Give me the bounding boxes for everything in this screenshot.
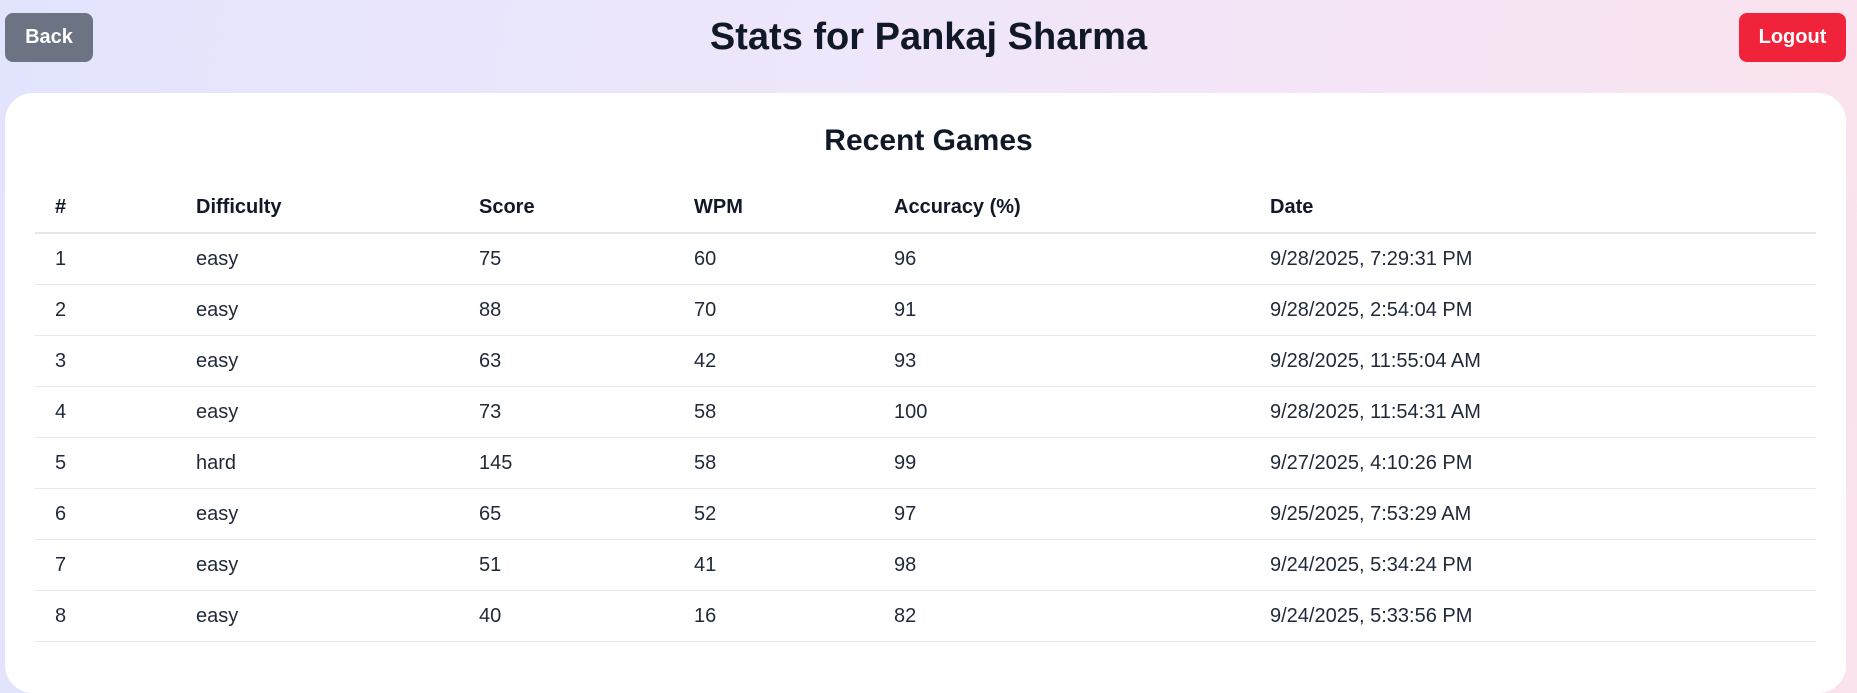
- table-row: 8 easy 40 16 82 9/24/2025, 5:33:56 PM: [35, 590, 1816, 642]
- cell-number: 4: [35, 386, 176, 438]
- cell-accuracy: 93: [874, 335, 1250, 387]
- back-button[interactable]: Back: [5, 13, 93, 62]
- cell-wpm: 60: [674, 233, 874, 285]
- table-row: 4 easy 73 58 100 9/28/2025, 11:54:31 AM: [35, 386, 1816, 438]
- cell-accuracy: 97: [874, 488, 1250, 540]
- table-row: 1 easy 75 60 96 9/28/2025, 7:29:31 PM: [35, 233, 1816, 285]
- column-header-number: #: [35, 182, 176, 234]
- cell-accuracy: 91: [874, 284, 1250, 336]
- cell-wpm: 70: [674, 284, 874, 336]
- table-header-row: # Difficulty Score WPM Accuracy (%) Date: [35, 182, 1816, 234]
- cell-number: 7: [35, 539, 176, 591]
- cell-wpm: 58: [674, 437, 874, 489]
- column-header-accuracy: Accuracy (%): [874, 182, 1250, 234]
- cell-wpm: 16: [674, 590, 874, 642]
- table-row: 5 hard 145 58 99 9/27/2025, 4:10:26 PM: [35, 437, 1816, 489]
- cell-date: 9/25/2025, 7:53:29 AM: [1250, 488, 1816, 540]
- cell-number: 3: [35, 335, 176, 387]
- cell-number: 6: [35, 488, 176, 540]
- cell-score: 73: [459, 386, 674, 438]
- page-title: Stats for Pankaj Sharma: [709, 16, 1148, 58]
- cell-date: 9/28/2025, 11:54:31 AM: [1250, 386, 1816, 438]
- cell-accuracy: 98: [874, 539, 1250, 591]
- cell-date: 9/28/2025, 11:55:04 AM: [1250, 335, 1816, 387]
- cell-accuracy: 82: [874, 590, 1250, 642]
- table-row: 2 easy 88 70 91 9/28/2025, 2:54:04 PM: [35, 284, 1816, 336]
- cell-wpm: 42: [674, 335, 874, 387]
- recent-games-table: # Difficulty Score WPM Accuracy (%) Date…: [35, 182, 1816, 642]
- cell-difficulty: hard: [176, 437, 459, 489]
- cell-number: 2: [35, 284, 176, 336]
- cell-date: 9/24/2025, 5:33:56 PM: [1250, 590, 1816, 642]
- cell-accuracy: 99: [874, 437, 1250, 489]
- cell-difficulty: easy: [176, 488, 459, 540]
- cell-score: 63: [459, 335, 674, 387]
- column-header-score: Score: [459, 182, 674, 234]
- cell-number: 1: [35, 233, 176, 285]
- cell-difficulty: easy: [176, 539, 459, 591]
- cell-difficulty: easy: [176, 233, 459, 285]
- cell-difficulty: easy: [176, 335, 459, 387]
- cell-date: 9/28/2025, 7:29:31 PM: [1250, 233, 1816, 285]
- cell-difficulty: easy: [176, 386, 459, 438]
- cell-wpm: 52: [674, 488, 874, 540]
- cell-number: 5: [35, 437, 176, 489]
- cell-score: 51: [459, 539, 674, 591]
- cell-score: 88: [459, 284, 674, 336]
- cell-wpm: 58: [674, 386, 874, 438]
- cell-accuracy: 96: [874, 233, 1250, 285]
- table-row: 6 easy 65 52 97 9/25/2025, 7:53:29 AM: [35, 488, 1816, 540]
- cell-score: 40: [459, 590, 674, 642]
- cell-number: 8: [35, 590, 176, 642]
- cell-score: 145: [459, 437, 674, 489]
- cell-score: 65: [459, 488, 674, 540]
- column-header-date: Date: [1250, 182, 1816, 234]
- cell-date: 9/28/2025, 2:54:04 PM: [1250, 284, 1816, 336]
- cell-date: 9/27/2025, 4:10:26 PM: [1250, 437, 1816, 489]
- table-row: 7 easy 51 41 98 9/24/2025, 5:34:24 PM: [35, 539, 1816, 591]
- cell-date: 9/24/2025, 5:34:24 PM: [1250, 539, 1816, 591]
- logout-button[interactable]: Logout: [1739, 13, 1846, 62]
- cell-accuracy: 100: [874, 386, 1250, 438]
- cell-score: 75: [459, 233, 674, 285]
- cell-difficulty: easy: [176, 590, 459, 642]
- cell-wpm: 41: [674, 539, 874, 591]
- column-header-difficulty: Difficulty: [176, 182, 459, 234]
- table-row: 3 easy 63 42 93 9/28/2025, 11:55:04 AM: [35, 335, 1816, 387]
- column-header-wpm: WPM: [674, 182, 874, 234]
- recent-games-title: Recent Games: [824, 124, 1033, 157]
- cell-difficulty: easy: [176, 284, 459, 336]
